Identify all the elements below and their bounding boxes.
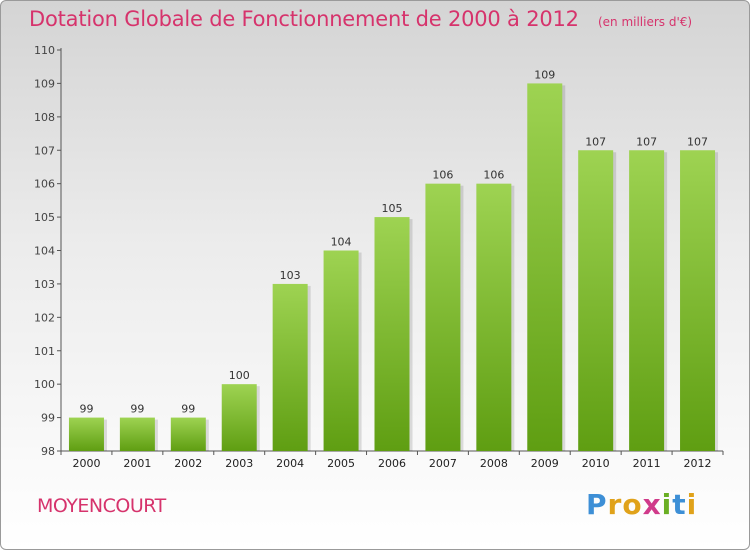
data-label: 99 [79, 403, 93, 416]
chart-subtitle: (en milliers d'€) [597, 15, 693, 29]
data-label: 106 [432, 169, 453, 182]
y-tick-label: 106 [34, 178, 55, 191]
data-label: 104 [331, 236, 352, 249]
y-tick-label: 110 [34, 44, 55, 57]
data-label: 107 [687, 135, 708, 148]
bar [476, 183, 512, 451]
y-tick-label: 103 [34, 278, 55, 291]
y-tick-label: 98 [41, 445, 55, 458]
x-tick-label: 2000 [72, 457, 100, 470]
data-label: 99 [130, 403, 144, 416]
x-tick-label: 2003 [225, 457, 253, 470]
bar [323, 250, 359, 451]
y-tick-label: 101 [34, 345, 55, 358]
data-label: 99 [181, 403, 195, 416]
logo-letter: t [672, 488, 687, 521]
data-label: 107 [585, 135, 606, 148]
bar [578, 150, 614, 451]
x-tick-label: 2011 [633, 457, 661, 470]
chart-bars [68, 83, 719, 452]
data-label: 106 [483, 169, 504, 182]
y-tick-label: 109 [34, 77, 55, 90]
x-tick-label: 2008 [480, 457, 508, 470]
proxiti-logo: Proxiti [586, 488, 697, 521]
bar [272, 283, 308, 451]
x-tick-label: 2009 [531, 457, 559, 470]
bar [170, 417, 206, 451]
data-label: 107 [636, 135, 657, 148]
y-tick-label: 100 [34, 378, 55, 391]
bar [527, 83, 563, 452]
y-tick-label: 105 [34, 211, 55, 224]
bar [221, 384, 257, 451]
y-tick-label: 102 [34, 311, 55, 324]
data-label: 100 [229, 369, 250, 382]
data-label: 109 [534, 68, 555, 81]
x-tick-label: 2001 [123, 457, 151, 470]
y-tick-label: 107 [34, 144, 55, 157]
x-tick-label: 2006 [378, 457, 406, 470]
x-tick-label: 2012 [684, 457, 712, 470]
title-row: Dotation Globale de Fonctionnement de 20… [29, 7, 692, 31]
bar [680, 150, 716, 451]
logo-letter: r [607, 488, 623, 521]
data-label: 105 [382, 202, 403, 215]
x-tick-label: 2002 [174, 457, 202, 470]
commune-name: MOYENCOURT [37, 495, 166, 517]
logo-letter: x [642, 488, 662, 521]
logo-letter: i [661, 488, 673, 521]
bar [425, 183, 461, 451]
chart-labels: 2000 99 2001 99 2002 99 2003 100 2004 103 2005 104 2… [72, 68, 711, 470]
x-tick-label: 2007 [429, 457, 457, 470]
data-label: 103 [280, 269, 301, 282]
bar [68, 417, 104, 451]
logo-letter: o [622, 488, 643, 521]
bar [119, 417, 155, 451]
x-tick-label: 2004 [276, 457, 304, 470]
y-tick-label: 99 [41, 412, 55, 425]
x-tick-label: 2005 [327, 457, 355, 470]
bar [629, 150, 665, 451]
y-tick-label: 104 [34, 245, 55, 258]
x-tick-label: 2010 [582, 457, 610, 470]
chart-title: Dotation Globale de Fonctionnement de 20… [29, 7, 579, 31]
logo-letter: P [586, 488, 608, 521]
logo-letter: i [686, 488, 698, 521]
bar [374, 217, 410, 451]
y-tick-label: 108 [34, 111, 55, 124]
chart-axes: 98 99 100 101 102 103 104 105 106 107 108 109 110 [34, 44, 724, 458]
